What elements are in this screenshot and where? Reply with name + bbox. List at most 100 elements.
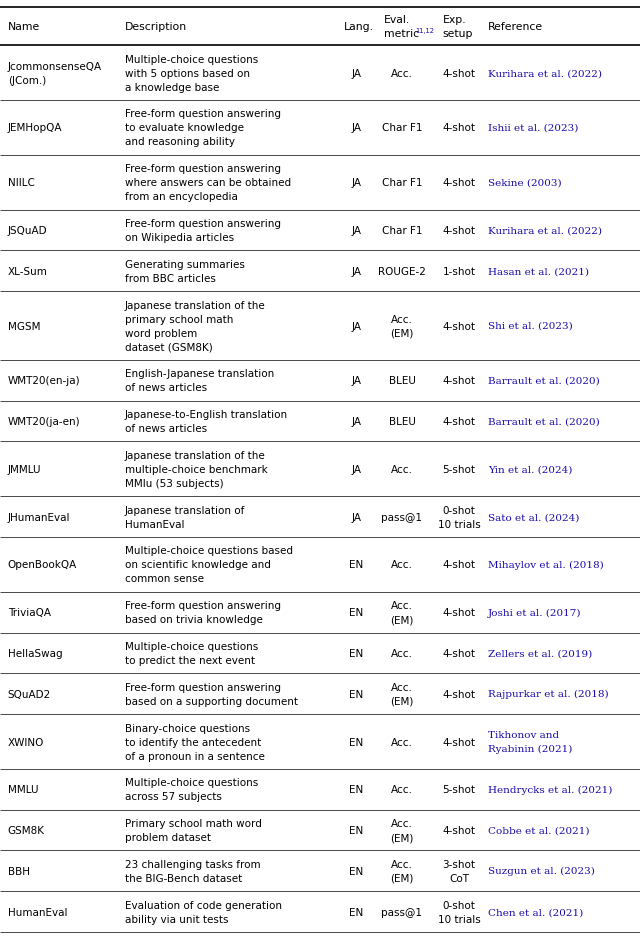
- Text: from BBC articles: from BBC articles: [125, 273, 216, 284]
- Text: BBH: BBH: [8, 866, 29, 876]
- Text: Char F1: Char F1: [381, 226, 422, 236]
- Text: Char F1: Char F1: [381, 178, 422, 188]
- Text: 11,12: 11,12: [415, 28, 434, 34]
- Text: where answers can be obtained: where answers can be obtained: [125, 178, 291, 188]
- Text: to identify the antecedent: to identify the antecedent: [125, 737, 261, 747]
- Text: from an encyclopedia: from an encyclopedia: [125, 192, 237, 202]
- Text: Binary-choice questions: Binary-choice questions: [125, 723, 250, 733]
- Text: 0-shot: 0-shot: [442, 899, 476, 910]
- Text: 10 trials: 10 trials: [438, 914, 480, 924]
- Text: TriviaQA: TriviaQA: [8, 607, 51, 618]
- Text: (EM): (EM): [390, 696, 413, 706]
- Text: Acc.: Acc.: [391, 560, 413, 570]
- Text: Kurihara et al. (2022): Kurihara et al. (2022): [488, 69, 602, 78]
- Text: 23 challenging tasks from: 23 challenging tasks from: [125, 859, 260, 869]
- Text: of news articles: of news articles: [125, 424, 207, 433]
- Text: Japanese-to-English translation: Japanese-to-English translation: [125, 410, 288, 419]
- Text: GSM8K: GSM8K: [8, 826, 45, 835]
- Text: JA: JA: [351, 226, 362, 236]
- Text: HumanEval: HumanEval: [125, 519, 184, 529]
- Text: Acc.: Acc.: [391, 601, 413, 610]
- Text: (EM): (EM): [390, 832, 413, 842]
- Text: Generating summaries: Generating summaries: [125, 259, 244, 270]
- Text: Ryabinin (2021): Ryabinin (2021): [488, 744, 572, 753]
- Text: Acc.: Acc.: [391, 818, 413, 828]
- Text: 4-shot: 4-shot: [442, 826, 476, 835]
- Text: Free-form question answering: Free-form question answering: [125, 682, 281, 692]
- Text: JA: JA: [351, 124, 362, 133]
- Text: Free-form question answering: Free-form question answering: [125, 110, 281, 119]
- Text: on Wikipedia articles: on Wikipedia articles: [125, 233, 234, 242]
- Text: Eval.: Eval.: [384, 15, 410, 25]
- Text: Ishii et al. (2023): Ishii et al. (2023): [488, 124, 578, 133]
- Text: 4-shot: 4-shot: [442, 376, 476, 386]
- Text: EN: EN: [349, 907, 364, 916]
- Text: MGSM: MGSM: [8, 321, 40, 331]
- Text: 4-shot: 4-shot: [442, 649, 476, 658]
- Text: 4-shot: 4-shot: [442, 321, 476, 331]
- Text: with 5 options based on: with 5 options based on: [125, 68, 250, 79]
- Text: MMlu (53 subjects): MMlu (53 subjects): [125, 478, 223, 489]
- Text: EN: EN: [349, 649, 364, 658]
- Text: Acc.: Acc.: [391, 314, 413, 324]
- Text: (EM): (EM): [390, 615, 413, 624]
- Text: 1-shot: 1-shot: [442, 267, 476, 276]
- Text: Multiple-choice questions: Multiple-choice questions: [125, 778, 258, 787]
- Text: Multiple-choice questions: Multiple-choice questions: [125, 54, 258, 65]
- Text: Japanese translation of: Japanese translation of: [125, 505, 245, 515]
- Text: on scientific knowledge and: on scientific knowledge and: [125, 560, 271, 570]
- Text: Sato et al. (2024): Sato et al. (2024): [488, 513, 579, 521]
- Text: Description: Description: [125, 22, 187, 32]
- Text: multiple-choice benchmark: multiple-choice benchmark: [125, 464, 268, 475]
- Text: Evaluation of code generation: Evaluation of code generation: [125, 899, 282, 910]
- Text: XL-Sum: XL-Sum: [8, 267, 47, 276]
- Text: Primary school math word: Primary school math word: [125, 818, 262, 828]
- Text: across 57 subjects: across 57 subjects: [125, 792, 221, 801]
- Text: Acc.: Acc.: [391, 784, 413, 795]
- Text: pass@1: pass@1: [381, 512, 422, 522]
- Text: Lang.: Lang.: [344, 22, 374, 32]
- Text: JSQuAD: JSQuAD: [8, 226, 47, 236]
- Text: problem dataset: problem dataset: [125, 832, 211, 842]
- Text: 4-shot: 4-shot: [442, 226, 476, 236]
- Text: JA: JA: [351, 68, 362, 79]
- Text: of a pronoun in a sentence: of a pronoun in a sentence: [125, 751, 265, 761]
- Text: primary school math: primary school math: [125, 314, 233, 324]
- Text: JA: JA: [351, 321, 362, 331]
- Text: Hendrycks et al. (2021): Hendrycks et al. (2021): [488, 785, 612, 794]
- Text: Sekine (2003): Sekine (2003): [488, 179, 561, 187]
- Text: pass@1: pass@1: [381, 907, 422, 916]
- Text: EN: EN: [349, 560, 364, 570]
- Text: JA: JA: [351, 512, 362, 522]
- Text: to predict the next event: to predict the next event: [125, 655, 255, 665]
- Text: OpenBookQA: OpenBookQA: [8, 560, 77, 570]
- Text: the BIG-Bench dataset: the BIG-Bench dataset: [125, 873, 242, 883]
- Text: EN: EN: [349, 689, 364, 699]
- Text: WMT20(en-ja): WMT20(en-ja): [8, 376, 80, 386]
- Text: dataset (GSM8K): dataset (GSM8K): [125, 343, 212, 352]
- Text: JA: JA: [351, 267, 362, 276]
- Text: Japanese translation of the: Japanese translation of the: [125, 300, 266, 310]
- Text: HumanEval: HumanEval: [8, 907, 67, 916]
- Text: (EM): (EM): [390, 873, 413, 883]
- Text: Rajpurkar et al. (2018): Rajpurkar et al. (2018): [488, 690, 608, 698]
- Text: Acc.: Acc.: [391, 464, 413, 475]
- Text: English-Japanese translation: English-Japanese translation: [125, 369, 274, 379]
- Text: Barrault et al. (2020): Barrault et al. (2020): [488, 417, 600, 426]
- Text: Reference: Reference: [488, 22, 543, 32]
- Text: Kurihara et al. (2022): Kurihara et al. (2022): [488, 227, 602, 235]
- Text: XWINO: XWINO: [8, 737, 44, 747]
- Text: 10 trials: 10 trials: [438, 519, 480, 529]
- Text: and reasoning ability: and reasoning ability: [125, 138, 235, 147]
- Text: 4-shot: 4-shot: [442, 737, 476, 747]
- Text: Mihaylov et al. (2018): Mihaylov et al. (2018): [488, 561, 604, 569]
- Text: (JCom.): (JCom.): [8, 76, 46, 85]
- Text: common sense: common sense: [125, 574, 204, 584]
- Text: Suzgun et al. (2023): Suzgun et al. (2023): [488, 867, 595, 875]
- Text: 5-shot: 5-shot: [442, 464, 476, 475]
- Text: 4-shot: 4-shot: [442, 68, 476, 79]
- Text: word problem: word problem: [125, 329, 197, 338]
- Text: based on trivia knowledge: based on trivia knowledge: [125, 615, 262, 624]
- Text: Exp.: Exp.: [443, 15, 467, 25]
- Text: JcommonsenseQA: JcommonsenseQA: [8, 62, 102, 71]
